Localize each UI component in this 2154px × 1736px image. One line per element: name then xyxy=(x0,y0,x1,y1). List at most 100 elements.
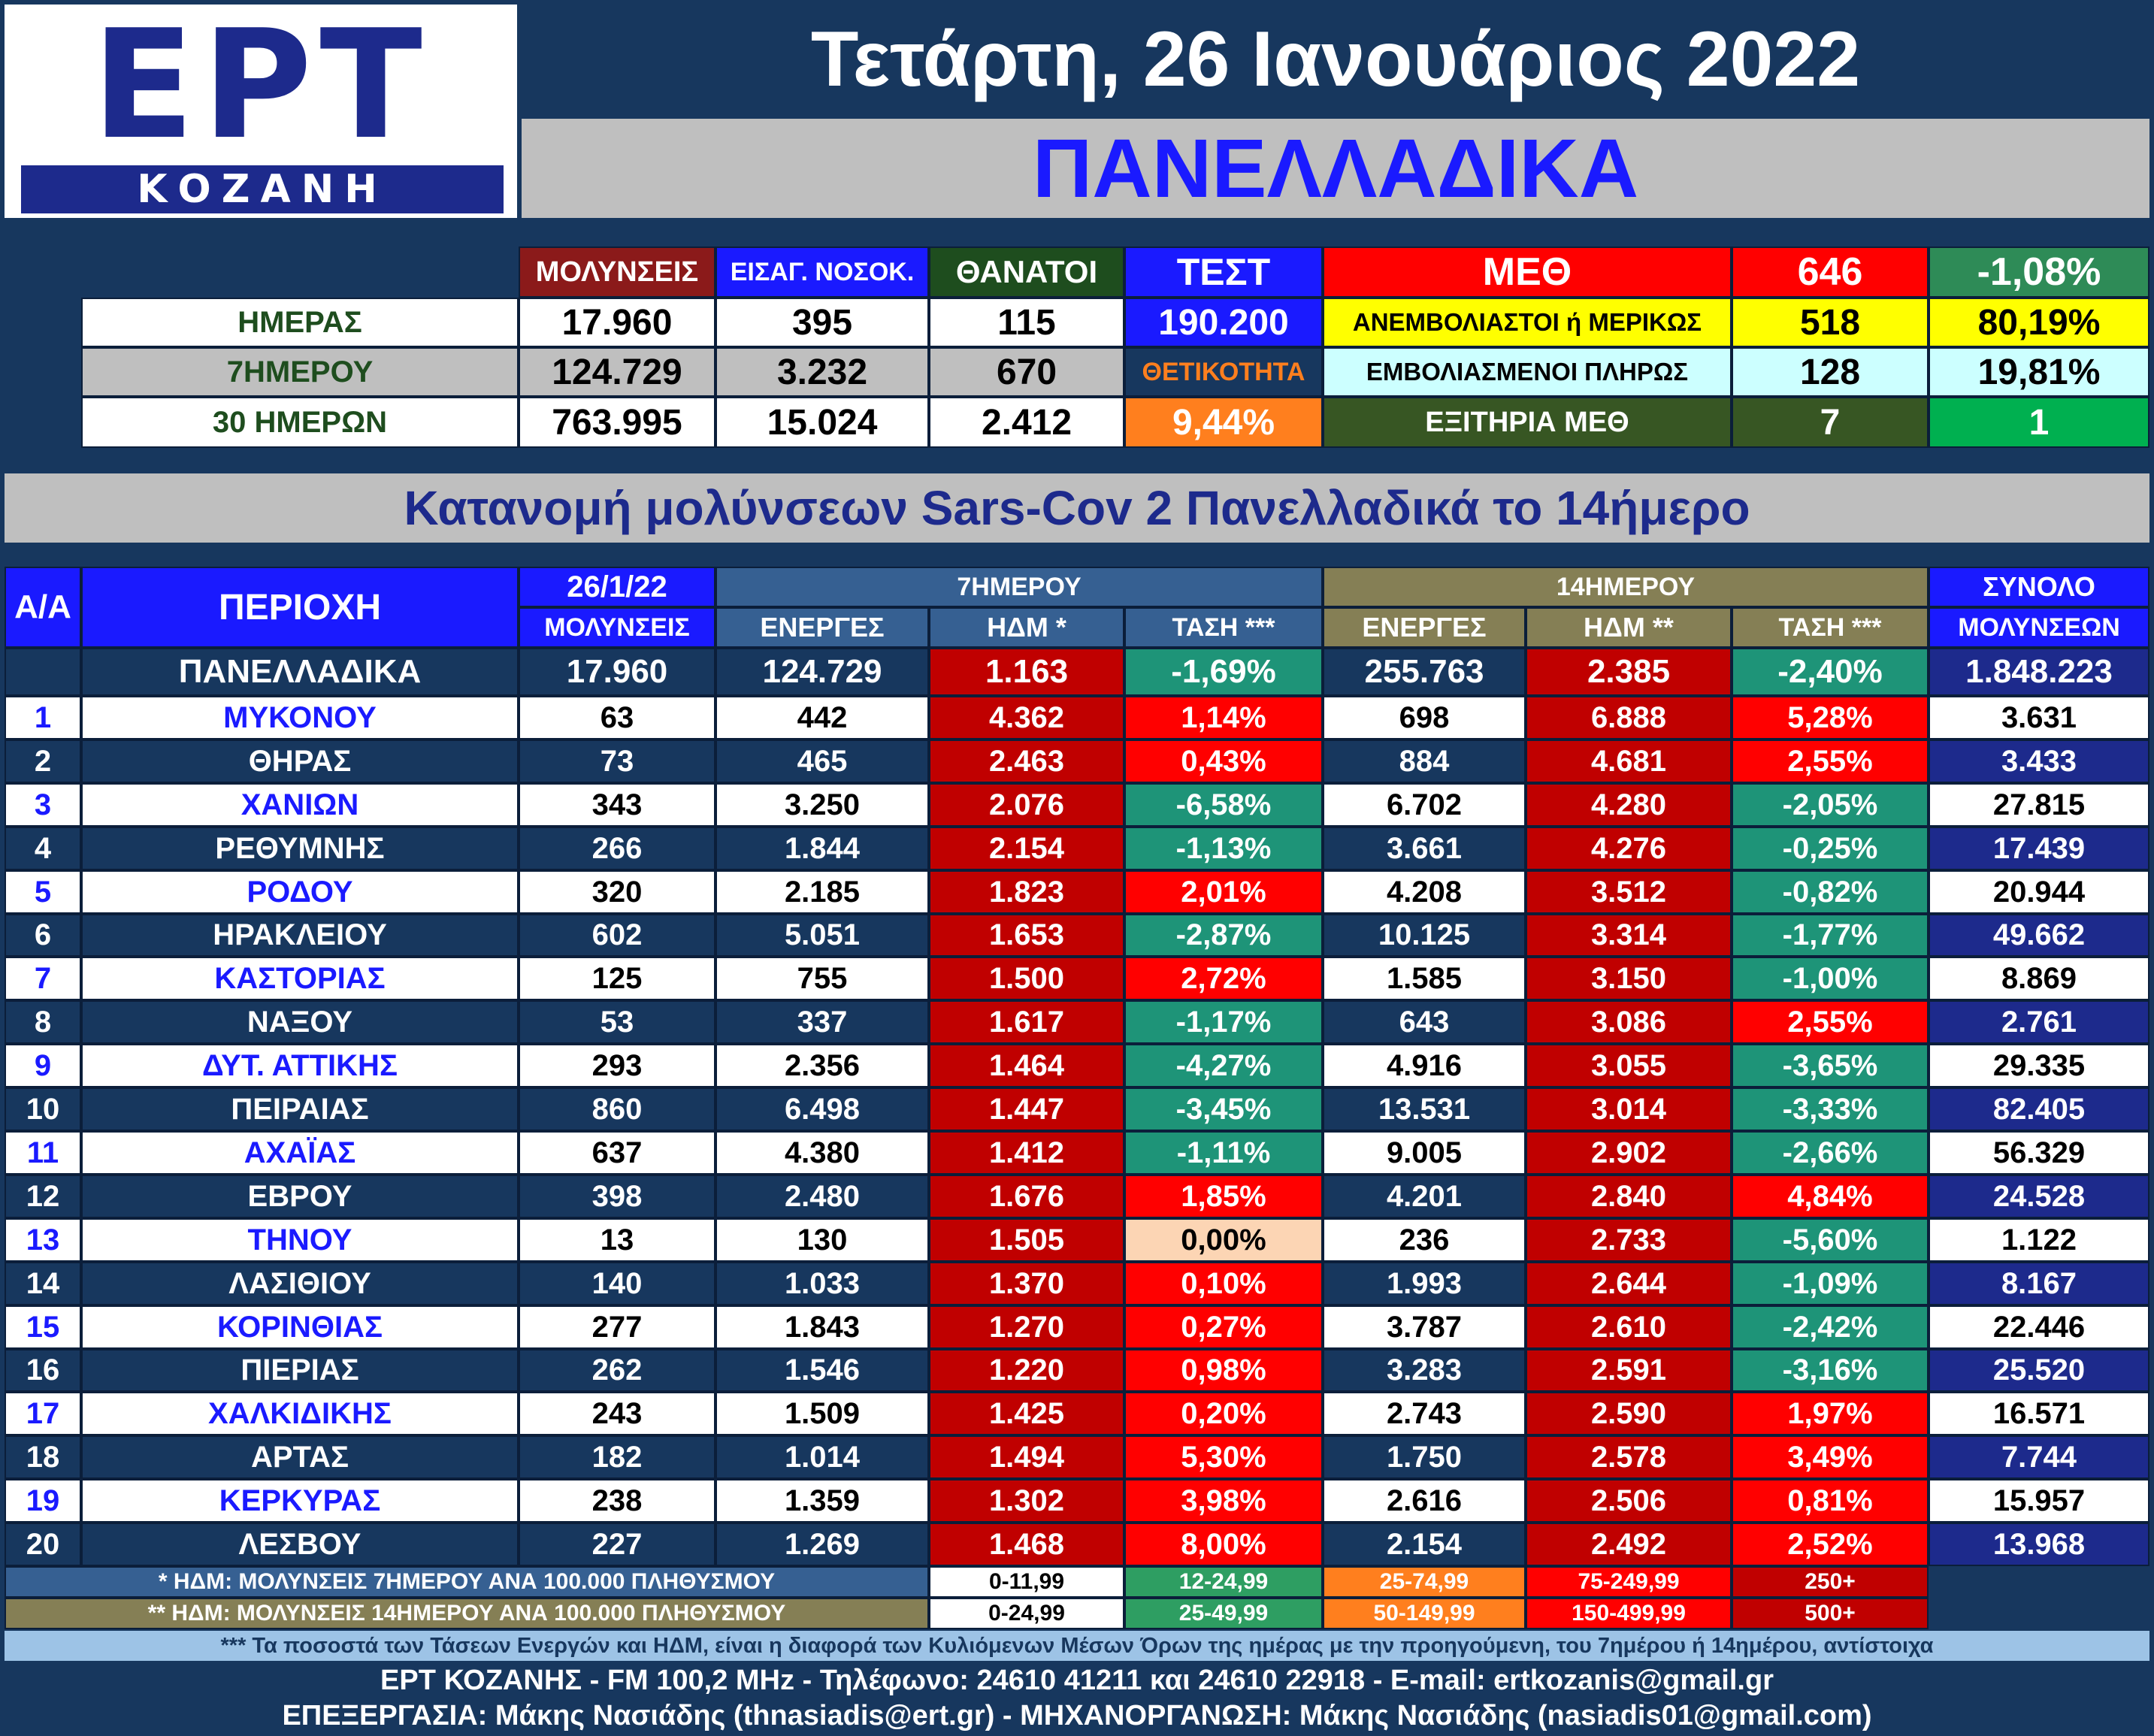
region-row-13-day: 13 xyxy=(519,1218,715,1262)
region-row-15-total: 22.446 xyxy=(1929,1305,2149,1349)
national-row-region: ΠΑΝΕΛΛΑΔΙΚΑ xyxy=(81,648,519,696)
header-group-7day: 7ΗΜΕΡΟΥ xyxy=(715,567,1323,607)
header-aa: Α/Α xyxy=(5,567,81,648)
legend-idm14-note: ** ΗΔΜ: ΜΟΛΥΝΣΕΙΣ 14ΗΜΕΡΟΥ ΑΝΑ 100.000 Π… xyxy=(5,1598,929,1629)
icu-vaccinated-label: ΕΜΒΟΛΙΑΣΜΕΝΟΙ ΠΛΗΡΩΣ xyxy=(1323,347,1732,397)
national-row-idm14: 2.385 xyxy=(1526,648,1732,696)
region-row-2-tr14: 2,55% xyxy=(1732,739,1929,783)
region-row-13-idm14: 2.733 xyxy=(1526,1218,1732,1262)
region-row-6-tr7: -2,87% xyxy=(1124,914,1323,957)
region-row-18-a7: 1.014 xyxy=(715,1435,929,1479)
region-row-1-tr7: 1,14% xyxy=(1124,696,1323,739)
region-row-8-a7: 337 xyxy=(715,1000,929,1044)
region-row-13-tr14: -5,60% xyxy=(1732,1218,1929,1262)
region-row-4-tr14: -0,25% xyxy=(1732,827,1929,870)
region-row-9-idm7: 1.464 xyxy=(929,1044,1124,1087)
header-date: 26/1/22 xyxy=(519,567,715,607)
region-row-2-a7: 465 xyxy=(715,739,929,783)
summary-label-day: ΗΜΕΡΑΣ xyxy=(81,298,519,347)
region-row-4-idm14: 4.276 xyxy=(1526,827,1732,870)
region-row-19-aa: 19 xyxy=(5,1479,81,1523)
region-row-12-total: 24.528 xyxy=(1929,1175,2149,1218)
region-row-17-idm14: 2.590 xyxy=(1526,1392,1732,1435)
region-row-10-idm7: 1.447 xyxy=(929,1087,1124,1131)
region-row-5-region: ΡΟΔΟΥ xyxy=(81,870,519,914)
region-row-6-a7: 5.051 xyxy=(715,914,929,957)
region-row-8-tr14: 2,55% xyxy=(1732,1000,1929,1044)
region-row-7-a14: 1.585 xyxy=(1323,957,1526,1000)
summary-label-7day: 7ΗΜΕΡΟΥ xyxy=(81,347,519,397)
region-row-17-region: ΧΑΛΚΙΔΙΚΗΣ xyxy=(81,1392,519,1435)
region-row-5-aa: 5 xyxy=(5,870,81,914)
national-row-day: 17.960 xyxy=(519,648,715,696)
national-row-aa xyxy=(5,648,81,696)
region-row-15-tr14: -2,42% xyxy=(1732,1305,1929,1349)
region-row-12-a14: 4.201 xyxy=(1323,1175,1526,1218)
region-row-3-idm14: 4.280 xyxy=(1526,783,1732,827)
region-row-4-total: 17.439 xyxy=(1929,827,2149,870)
footer-credits: ΕΠΕΞΕΡΓΑΣΙΑ: Μάκης Νασιάδης (thnasiadis@… xyxy=(5,1698,2149,1733)
region-row-3-day: 343 xyxy=(519,783,715,827)
summary-tests-value: 190.200 xyxy=(1124,298,1323,347)
region-row-11-a7: 4.380 xyxy=(715,1131,929,1175)
region-row-17-a7: 1.509 xyxy=(715,1392,929,1435)
header-active-7day: ΕΝΕΡΓΕΣ xyxy=(715,607,929,648)
region-row-11-aa: 11 xyxy=(5,1131,81,1175)
legend-idm7-ranges-3: 75-249,99 xyxy=(1526,1566,1732,1598)
summary-day-infections: 17.960 xyxy=(519,298,715,347)
region-row-16-idm14: 2.591 xyxy=(1526,1349,1732,1392)
region-row-14-idm14: 2.644 xyxy=(1526,1262,1732,1305)
summary-header-infections: ΜΟΛΥΝΣΕΙΣ xyxy=(519,246,715,298)
header-idm-7day: ΗΔΜ * xyxy=(929,607,1124,648)
legend-idm7-ranges-1: 12-24,99 xyxy=(1124,1566,1323,1598)
header-total: ΣΥΝΟΛΟ xyxy=(1929,567,2149,607)
region-row-13-a14: 236 xyxy=(1323,1218,1526,1262)
region-row-20-total: 13.968 xyxy=(1929,1523,2149,1566)
region-row-1-day: 63 xyxy=(519,696,715,739)
region-row-11-tr7: -1,11% xyxy=(1124,1131,1323,1175)
national-row-tr14: -2,40% xyxy=(1732,648,1929,696)
region-row-1-idm7: 4.362 xyxy=(929,696,1124,739)
legend-idm14-ranges-1: 25-49,99 xyxy=(1124,1598,1323,1629)
region-row-12-tr7: 1,85% xyxy=(1124,1175,1323,1218)
region-row-2-a14: 884 xyxy=(1323,739,1526,783)
region-row-4-region: ΡΕΘΥΜΝΗΣ xyxy=(81,827,519,870)
region-row-12-day: 398 xyxy=(519,1175,715,1218)
region-row-1-total: 3.631 xyxy=(1929,696,2149,739)
region-row-6-region: ΗΡΑΚΛΕΙΟΥ xyxy=(81,914,519,957)
region-row-7-tr14: -1,00% xyxy=(1732,957,1929,1000)
region-row-4-a14: 3.661 xyxy=(1323,827,1526,870)
region-row-14-region: ΛΑΣΙΘΙΟΥ xyxy=(81,1262,519,1305)
region-row-19-day: 238 xyxy=(519,1479,715,1523)
region-row-3-a7: 3.250 xyxy=(715,783,929,827)
region-row-18-day: 182 xyxy=(519,1435,715,1479)
region-row-1-a14: 698 xyxy=(1323,696,1526,739)
region-row-8-aa: 8 xyxy=(5,1000,81,1044)
region-row-14-tr7: 0,10% xyxy=(1124,1262,1323,1305)
region-row-16-a14: 3.283 xyxy=(1323,1349,1526,1392)
region-row-11-region: ΑΧΑΪΑΣ xyxy=(81,1131,519,1175)
region-row-15-region: ΚΟΡΙΝΘΙΑΣ xyxy=(81,1305,519,1349)
legend-idm7-note: * ΗΔΜ: ΜΟΛΥΝΣΕΙΣ 7ΗΜΕΡΟΥ ΑΝΑ 100.000 ΠΛΗ… xyxy=(5,1566,929,1598)
header-region: ΠΕΡΙΟΧΗ xyxy=(81,567,519,648)
region-row-13-a7: 130 xyxy=(715,1218,929,1262)
header-group-14day: 14ΗΜΕΡΟΥ xyxy=(1323,567,1929,607)
region-row-3-a14: 6.702 xyxy=(1323,783,1526,827)
summary-header-deaths: ΘΑΝΑΤΟΙ xyxy=(929,246,1124,298)
region-row-1-region: ΜΥΚΟΝΟΥ xyxy=(81,696,519,739)
region-row-19-tr14: 0,81% xyxy=(1732,1479,1929,1523)
icu-discharged-pct: 1 xyxy=(1929,397,2149,448)
region-row-16-aa: 16 xyxy=(5,1349,81,1392)
region-row-8-region: ΝΑΞΟΥ xyxy=(81,1000,519,1044)
region-row-8-a14: 643 xyxy=(1323,1000,1526,1044)
summary-positivity-label: ΘΕΤΙΚΟΤΗΤΑ xyxy=(1124,347,1323,397)
summary-header-tests: ΤΕΣΤ xyxy=(1124,246,1323,298)
summary-positivity-value: 9,44% xyxy=(1124,397,1323,448)
region-row-1-idm14: 6.888 xyxy=(1526,696,1732,739)
icu-value: 646 xyxy=(1732,246,1929,298)
region-row-2-day: 73 xyxy=(519,739,715,783)
region-row-14-a14: 1.993 xyxy=(1323,1262,1526,1305)
date-title: Τετάρτη, 26 Ιανουάριος 2022 xyxy=(522,5,2149,114)
region-row-10-day: 860 xyxy=(519,1087,715,1131)
region-row-9-a7: 2.356 xyxy=(715,1044,929,1087)
